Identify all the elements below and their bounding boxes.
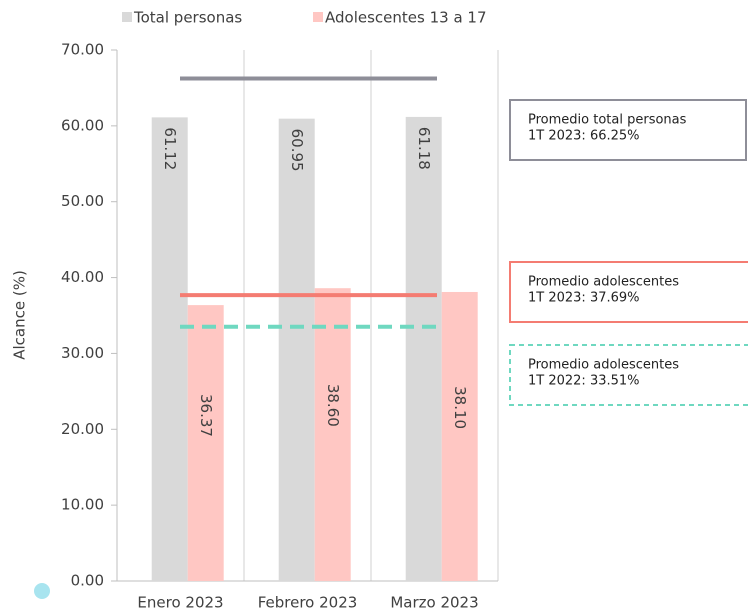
x-tick-label: Enero 2023	[137, 594, 223, 611]
value-label: 38.10	[451, 386, 469, 429]
y-tick-label: 40.00	[61, 268, 104, 286]
y-tick-label: 70.00	[61, 41, 104, 59]
annotation-text: Promedio adolescentes	[528, 358, 679, 373]
legend-swatch	[122, 12, 132, 22]
annotation-box	[509, 261, 748, 323]
x-tick-label: Marzo 2023	[390, 594, 478, 611]
bar	[278, 118, 315, 582]
annotation-text: 1T 2022: 33.51%	[528, 374, 640, 389]
bar	[187, 305, 224, 581]
value-label: 36.37	[197, 394, 215, 437]
annotation-box	[509, 99, 747, 161]
y-axis-label: Alcance (%)	[11, 270, 29, 360]
bar	[314, 288, 351, 581]
bar	[151, 117, 188, 581]
annotation-text: 1T 2023: 66.25%	[528, 129, 640, 144]
annotation-text: 1T 2023: 37.69%	[528, 291, 640, 306]
decoration	[34, 583, 50, 599]
x-tick-label: Febrero 2023	[258, 594, 358, 611]
bar	[405, 116, 442, 581]
legend-label: Total personas	[133, 9, 242, 27]
annotation-box	[509, 344, 748, 406]
value-label: 61.18	[415, 127, 433, 170]
annotation-text: Promedio total personas	[528, 113, 687, 128]
bar	[441, 291, 478, 581]
value-label: 60.95	[288, 129, 306, 172]
annotation-text: Promedio adolescentes	[528, 275, 679, 290]
value-label: 38.60	[324, 384, 342, 427]
y-tick-label: 60.00	[61, 116, 104, 134]
y-tick-label: 10.00	[61, 496, 104, 514]
y-tick-label: 0.00	[71, 572, 104, 590]
y-tick-label: 20.00	[61, 420, 104, 438]
value-label: 61.12	[161, 127, 179, 170]
legend-swatch	[313, 12, 323, 22]
legend-label: Adolescentes 13 a 17	[325, 9, 486, 27]
y-tick-label: 30.00	[61, 344, 104, 362]
y-tick-label: 50.00	[61, 192, 104, 210]
